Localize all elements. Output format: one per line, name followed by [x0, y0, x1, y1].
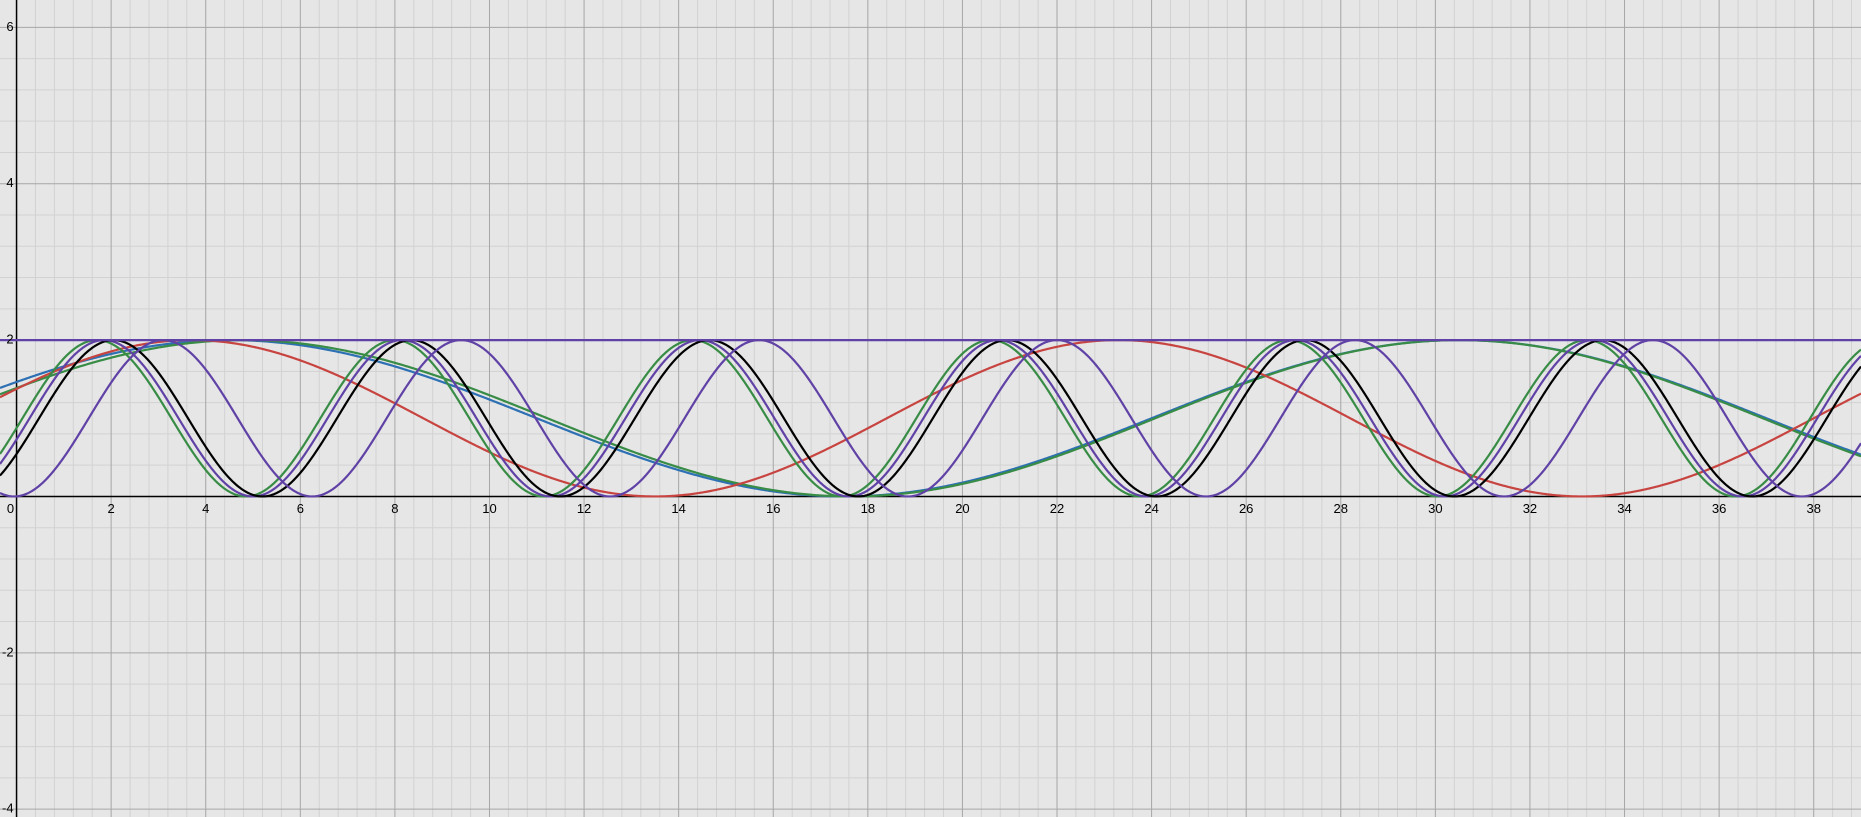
x-tick-label: 6 — [297, 501, 304, 516]
series-curve-6 — [0, 338, 1861, 498]
series-curve-7 — [0, 338, 1861, 498]
x-tick-label: 14 — [671, 501, 685, 516]
x-tick-label: 32 — [1523, 501, 1537, 516]
x-tick-label: 38 — [1806, 501, 1820, 516]
y-tick-label: 2 — [6, 332, 13, 347]
x-tick-label: 34 — [1617, 501, 1631, 516]
x-tick-label: 24 — [1144, 501, 1158, 516]
x-tick-label: 22 — [1050, 501, 1064, 516]
y-tick-label: 6 — [6, 19, 13, 34]
x-tick-label: 2 — [108, 501, 115, 516]
x-tick-label: 0 — [7, 501, 14, 516]
series-curve-2 — [0, 338, 1861, 498]
x-tick-label: 16 — [766, 501, 780, 516]
y-tick-label: 4 — [6, 175, 13, 190]
series-curve-5 — [0, 338, 1861, 498]
x-tick-label: 4 — [202, 501, 209, 516]
x-tick-label: 36 — [1712, 501, 1726, 516]
x-tick-label: 20 — [955, 501, 969, 516]
x-tick-label: 12 — [577, 501, 591, 516]
x-tick-label: 26 — [1239, 501, 1253, 516]
series-curve-4 — [0, 338, 1861, 498]
x-tick-label: 28 — [1334, 501, 1348, 516]
y-tick-label: -2 — [2, 644, 14, 659]
x-tick-label: 18 — [861, 501, 875, 516]
x-tick-label: 30 — [1428, 501, 1442, 516]
x-tick-label: 8 — [391, 501, 398, 516]
y-tick-label: -4 — [2, 800, 14, 815]
x-tick-label: 10 — [482, 501, 496, 516]
